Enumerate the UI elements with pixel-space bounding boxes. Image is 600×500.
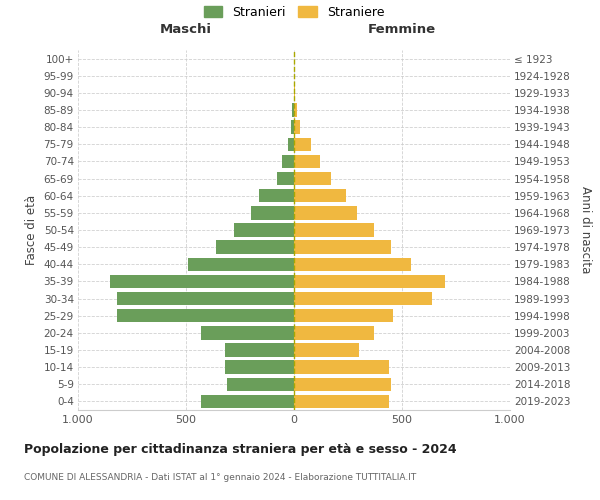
Bar xyxy=(294,138,311,151)
Bar xyxy=(294,344,359,356)
Bar xyxy=(117,309,294,322)
Bar xyxy=(294,172,331,186)
Bar xyxy=(294,189,346,202)
Bar xyxy=(251,206,294,220)
Bar xyxy=(292,104,294,117)
Bar xyxy=(225,360,294,374)
Legend: Stranieri, Straniere: Stranieri, Straniere xyxy=(203,6,385,19)
Bar xyxy=(294,206,356,220)
Bar xyxy=(110,274,294,288)
Bar xyxy=(201,326,294,340)
Bar xyxy=(294,309,394,322)
Bar xyxy=(294,274,445,288)
Bar xyxy=(282,154,294,168)
Bar xyxy=(201,394,294,408)
Bar xyxy=(259,189,294,202)
Bar xyxy=(294,326,374,340)
Bar xyxy=(227,378,294,391)
Bar xyxy=(294,240,391,254)
Text: COMUNE DI ALESSANDRIA - Dati ISTAT al 1° gennaio 2024 - Elaborazione TUTTITALIA.: COMUNE DI ALESSANDRIA - Dati ISTAT al 1°… xyxy=(24,472,416,482)
Bar xyxy=(287,138,294,151)
Bar xyxy=(188,258,294,271)
Bar xyxy=(277,172,294,186)
Bar xyxy=(294,154,320,168)
Bar xyxy=(225,344,294,356)
Bar xyxy=(291,120,294,134)
Y-axis label: Anni di nascita: Anni di nascita xyxy=(579,186,592,274)
Bar xyxy=(294,120,301,134)
Text: Popolazione per cittadinanza straniera per età e sesso - 2024: Popolazione per cittadinanza straniera p… xyxy=(24,442,457,456)
Text: Femmine: Femmine xyxy=(368,22,436,36)
Bar xyxy=(294,378,391,391)
Y-axis label: Fasce di età: Fasce di età xyxy=(25,195,38,265)
Bar xyxy=(294,224,374,236)
Bar xyxy=(294,86,295,100)
Bar xyxy=(294,394,389,408)
Bar xyxy=(294,292,432,306)
Bar xyxy=(216,240,294,254)
Bar xyxy=(117,292,294,306)
Bar xyxy=(294,360,389,374)
Text: Maschi: Maschi xyxy=(160,22,212,36)
Bar xyxy=(294,104,297,117)
Bar xyxy=(233,224,294,236)
Bar xyxy=(294,258,410,271)
